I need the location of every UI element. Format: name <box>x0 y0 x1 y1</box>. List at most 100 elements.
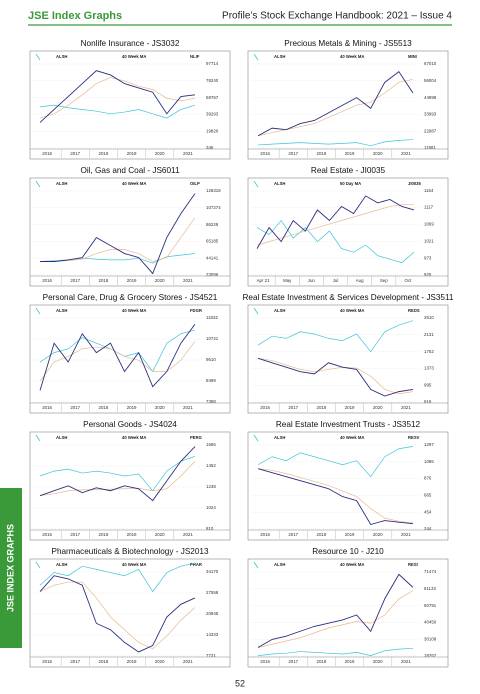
legend-icon <box>35 307 41 315</box>
legend-label: 40 Week MA <box>340 435 364 440</box>
x-tick-label: 2020 <box>373 532 383 537</box>
y-tick-label: 1069 <box>424 222 434 227</box>
y-tick-label: 58767 <box>206 95 219 100</box>
x-tick-label: 2017 <box>288 659 298 664</box>
legend-icon <box>253 180 259 188</box>
legend-label: ALSH <box>56 181 67 186</box>
chart-frame <box>247 50 449 160</box>
series-line <box>257 446 414 478</box>
y-tick-label: 1297 <box>424 442 434 447</box>
legend-label: ALSH <box>56 308 67 313</box>
legend-label: ALSH <box>56 562 67 567</box>
chart-frame <box>247 558 449 668</box>
x-tick-label: 2017 <box>288 151 298 156</box>
y-tick-label: 19820 <box>206 128 219 133</box>
x-tick-label: 2021 <box>183 532 193 537</box>
series-line <box>257 320 414 353</box>
x-tick-label: Jun <box>308 278 316 283</box>
x-tick-label: 2019 <box>127 532 137 537</box>
legend-icon <box>35 53 41 61</box>
series-line <box>39 329 196 373</box>
legend-label: PHAR <box>190 562 202 567</box>
y-tick-label: 20945 <box>206 611 219 616</box>
x-tick-label: 2016 <box>260 151 270 156</box>
y-tick-label: 11832 <box>206 315 218 320</box>
x-tick-label: 2017 <box>70 405 80 410</box>
x-tick-label: 2016 <box>42 405 52 410</box>
y-tick-label: 1086 <box>424 459 434 464</box>
legend-label: 50 Day MA <box>340 181 361 186</box>
x-tick-label: 2016 <box>42 278 52 283</box>
y-tick-label: 1373 <box>424 366 434 371</box>
chart-title: Nonlife Insurance - JS3032 <box>81 39 180 48</box>
series-line <box>39 581 196 650</box>
legend-label: 40 Week MA <box>122 54 146 59</box>
legend-icon <box>253 561 259 569</box>
x-tick-label: May <box>283 278 292 283</box>
y-tick-label: 33993 <box>424 112 437 117</box>
legend-icon <box>253 53 259 61</box>
x-tick-label: Apr 21 <box>257 278 270 283</box>
y-tick-label: 1666 <box>206 442 216 447</box>
y-tick-label: 1164 <box>424 188 434 193</box>
x-tick-label: 2021 <box>401 659 411 664</box>
y-tick-label: 67010 <box>424 61 437 66</box>
x-tick-label: 2019 <box>345 659 355 664</box>
y-tick-label: 1752 <box>424 349 434 354</box>
y-tick-label: 346 <box>206 145 214 150</box>
y-tick-label: 244 <box>424 526 432 531</box>
series-line <box>39 77 196 119</box>
chart-title: Oil, Gas and Coal - JS6011 <box>80 166 180 175</box>
y-tick-label: 19767 <box>424 653 437 658</box>
page-number: 52 <box>235 678 245 688</box>
y-tick-label: 876 <box>424 476 432 481</box>
x-tick-label: Jul <box>333 278 339 283</box>
x-tick-label: 2017 <box>288 405 298 410</box>
y-tick-label: 39293 <box>206 112 219 117</box>
series-line <box>256 195 415 249</box>
chart-frame <box>29 304 231 414</box>
legend-label: ALSH <box>274 435 285 440</box>
legend-label: 40 Week MA <box>122 562 146 567</box>
y-tick-label: 973 <box>424 255 432 260</box>
y-tick-label: 1021 <box>424 238 434 243</box>
series-line <box>39 456 196 492</box>
legend-icon <box>35 180 41 188</box>
x-tick-label: 2021 <box>183 659 193 664</box>
y-tick-label: 61133 <box>424 586 436 591</box>
chart-frame <box>29 431 231 541</box>
legend-label: 40 Week MA <box>122 435 146 440</box>
y-tick-label: 30108 <box>424 636 437 641</box>
x-tick-label: 2020 <box>155 532 165 537</box>
x-tick-label: 2018 <box>317 405 327 410</box>
y-tick-label: 1452 <box>206 463 216 468</box>
chart-title: Pharmaceuticals & Biotechnology - JS2013 <box>51 547 208 556</box>
y-tick-label: 454 <box>424 509 432 514</box>
x-tick-label: 2018 <box>99 405 109 410</box>
series-line <box>39 562 196 593</box>
y-tick-label: 7388 <box>206 399 216 404</box>
legend-label: 40 Week MA <box>340 308 364 313</box>
chart-title: Real Estate - JI0035 <box>311 166 386 175</box>
y-tick-label: 65185 <box>206 239 219 244</box>
series-line <box>257 468 414 526</box>
header-right: Profile’s Stock Exchange Handbook: 2021 … <box>222 11 452 22</box>
x-tick-label: 2020 <box>373 151 383 156</box>
legend-label: 40 Week MA <box>340 562 364 567</box>
x-tick-label: 2016 <box>260 659 270 664</box>
y-tick-label: 11981 <box>424 145 436 150</box>
series-line <box>256 204 414 246</box>
series-line <box>39 461 196 496</box>
series-line <box>257 71 414 137</box>
x-tick-label: 2019 <box>345 405 355 410</box>
legend-label: FDGR <box>190 308 202 313</box>
y-tick-label: 665 <box>424 493 432 498</box>
x-tick-label: 2020 <box>155 151 165 156</box>
chart-frame <box>29 50 231 160</box>
legend-label: ALSH <box>56 54 67 59</box>
x-tick-label: 2016 <box>260 405 270 410</box>
y-tick-label: 44141 <box>206 255 219 260</box>
y-tick-label: 34170 <box>206 569 219 574</box>
x-tick-label: 2016 <box>260 532 270 537</box>
y-tick-label: 22987 <box>424 128 437 133</box>
